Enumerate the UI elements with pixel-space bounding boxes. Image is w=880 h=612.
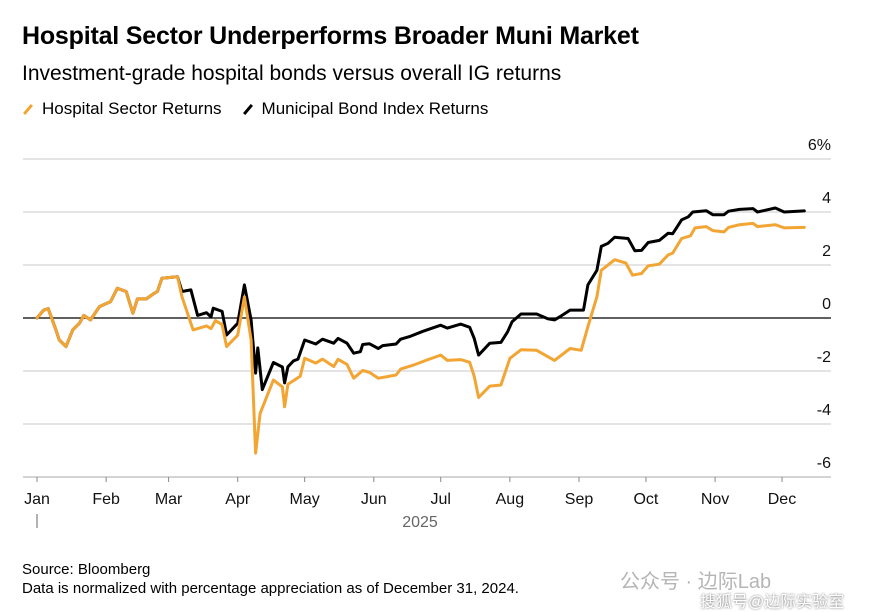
x-tick-label: Dec: [768, 491, 796, 508]
legend-label-hospital: Hospital Sector Returns: [42, 99, 222, 118]
data-note: Data is normalized with percentage appre…: [22, 580, 519, 597]
x-axis-year-label: 2025: [402, 514, 438, 531]
x-tick-label: Oct: [633, 491, 658, 508]
y-tick-label: -6: [817, 455, 831, 472]
legend-item-municipal: Municipal Bond Index Returns: [242, 99, 489, 119]
x-tick-label: Aug: [496, 491, 524, 508]
legend: Hospital Sector Returns Municipal Bond I…: [22, 99, 488, 119]
series-line-hospital: [35, 221, 806, 455]
y-tick-label: -4: [817, 402, 831, 419]
legend-label-municipal: Municipal Bond Index Returns: [261, 99, 489, 118]
x-tick-label: Jan: [24, 491, 50, 508]
watermark-logo: 公众号 · 边际Lab: [620, 571, 772, 593]
x-tick-label: Jul: [430, 491, 450, 508]
source-note: Source: Bloomberg: [22, 561, 151, 578]
y-tick-label: -2: [817, 349, 831, 366]
x-tick-label: Mar: [155, 491, 183, 508]
x-tick-label: May: [290, 491, 320, 508]
y-tick-label: 0: [822, 296, 831, 313]
watermark-text: 搜狐号@边际实验室: [700, 594, 845, 611]
y-tick-label: 4: [822, 190, 831, 207]
y-tick-label: 6%: [808, 137, 831, 154]
y-tick-label: 2: [822, 243, 831, 260]
x-tick-label: Nov: [701, 491, 729, 508]
x-tick-label: Feb: [92, 491, 120, 508]
x-tick-label: Jun: [361, 491, 387, 508]
x-tick-label: Apr: [225, 491, 251, 508]
chart-title: Hospital Sector Underperforms Broader Mu…: [22, 22, 639, 50]
chart-subtitle: Investment-grade hospital bonds versus o…: [22, 62, 562, 85]
x-tick-label: Sep: [565, 491, 594, 508]
legend-item-hospital: Hospital Sector Returns: [22, 99, 222, 119]
